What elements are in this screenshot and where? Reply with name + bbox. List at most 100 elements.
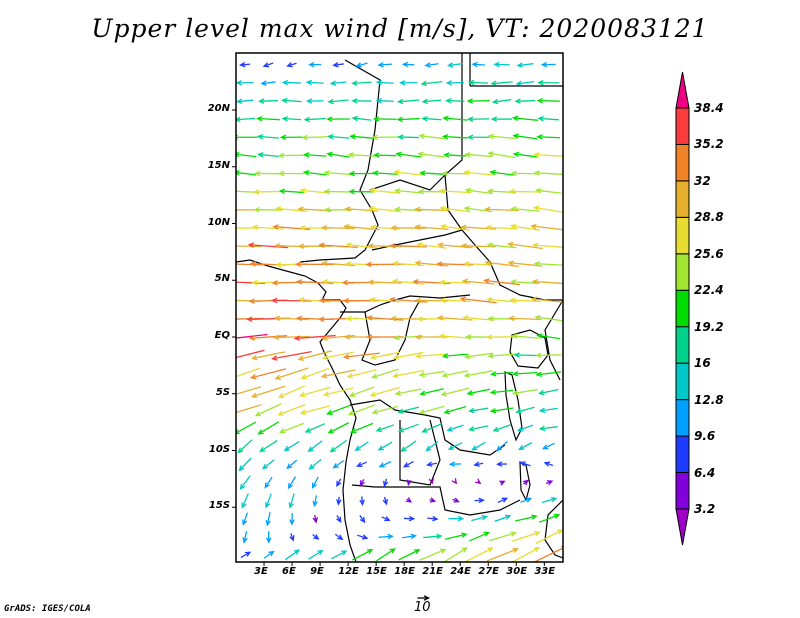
wind-vector [514,514,538,522]
colorbar-box [675,253,690,291]
wind-vector [485,224,518,231]
wind-vector [283,441,300,452]
wind-vector [487,151,516,159]
wind-vector [398,549,421,561]
wind-vector [332,61,344,68]
wind-vector [406,479,412,486]
wind-vector [331,550,348,560]
wind-vector [402,533,417,540]
wind-vector [278,188,304,194]
colorbar-box [675,143,690,182]
wind-vector [278,170,305,177]
wind-vector [303,152,327,158]
wind-vector [277,385,306,398]
reference-arrow [417,595,430,601]
wind-vector [242,531,248,544]
wind-vector [368,205,402,213]
axis-ticks [232,109,545,566]
wind-vector [250,385,286,399]
wind-vector [418,405,445,415]
wind-vector [510,170,540,177]
colorbar-box [675,289,690,328]
wind-vector [401,61,415,68]
wind-vector [236,80,254,86]
wind-vector [452,497,460,503]
colorbar-box [675,362,690,401]
wind-vector [305,98,324,104]
wind-vector [329,80,347,86]
wind-vector [402,460,414,468]
x-tick-label: 21E [422,566,443,577]
wind-vector [368,297,401,303]
wind-vector [418,133,445,140]
wind-vector [519,461,531,467]
mozambique-coast [544,499,563,559]
wind-vector [516,62,534,68]
wind-vector [421,423,443,433]
wind-vector [264,476,273,489]
wind-vector [373,152,397,158]
wind-vector [257,421,280,435]
wind-vector [395,151,422,158]
colorbar-box [675,399,690,437]
wind-vector [308,549,324,560]
wind-vector [343,223,380,231]
wind-vector [336,478,342,487]
wind-vector [308,458,322,470]
wind-vector [491,98,512,105]
wind-vector [369,386,401,398]
y-tick-label: 5N [214,273,230,285]
wind-vector [289,513,295,526]
wind-vector [359,496,365,506]
wind-vector [265,531,272,544]
wind-vector [263,550,275,559]
wind-vector [487,133,516,140]
wind-vector [390,225,426,231]
wind-vector [421,115,442,122]
colorbar-label: 19.2 [694,319,724,334]
wind-vector [241,493,249,509]
wind-vector [369,351,400,360]
wind-vector [429,497,437,503]
wind-vector [336,496,342,506]
wind-vector [332,460,345,469]
wind-vector [492,424,511,432]
wind-vector [302,169,327,176]
wind-vector [308,61,322,68]
wind-vector [514,98,536,104]
wind-vector [533,170,563,176]
wind-vector [442,353,468,359]
wind-vector [534,187,562,194]
wind-vector [536,134,561,140]
wind-vector [490,116,513,122]
country-border [349,399,506,456]
wind-vector [466,134,490,140]
wind-vector [397,406,420,414]
wind-vector [396,116,420,123]
wind-vector [417,151,446,158]
wind-vector [304,423,326,433]
country-border [361,299,421,366]
wind-vector [248,335,288,341]
wind-vector [258,98,278,104]
wind-vector [486,547,519,562]
wind-vector [377,441,393,451]
wind-vector [448,515,465,522]
wind-vector [238,457,252,472]
y-tick-label: 20N [207,103,230,114]
wind-vector [371,405,399,415]
wind-vector [277,403,306,416]
y-tick-label: 10S [208,443,230,455]
wind-vector [396,98,420,105]
wind-vector [274,367,309,380]
wind-vector [468,531,490,542]
colorbar-label: 38.4 [694,101,724,115]
wind-vector [323,170,353,176]
wind-vector [534,314,563,322]
x-tick-label: 18E [394,566,415,577]
wind-vector [463,370,493,378]
wind-vector [281,79,301,86]
wind-vector [257,152,279,158]
colorbar-label: 9.6 [694,429,716,444]
